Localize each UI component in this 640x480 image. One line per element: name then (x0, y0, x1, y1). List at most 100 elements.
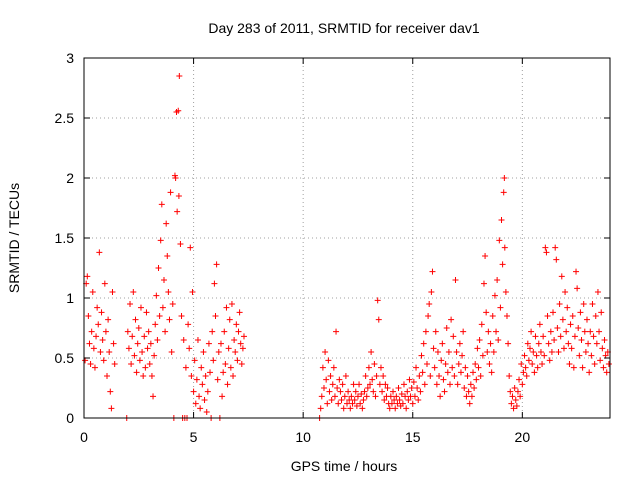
data-point (533, 352, 540, 359)
data-point (395, 385, 402, 391)
data-point (566, 361, 573, 367)
data-point (465, 388, 472, 395)
data-point (338, 397, 345, 403)
data-point (166, 316, 173, 323)
grid (84, 58, 610, 418)
data-point (386, 405, 393, 412)
data-point (539, 361, 546, 367)
data-point (392, 405, 399, 412)
data-point (131, 352, 138, 359)
data-point (438, 357, 445, 364)
data-point (444, 369, 451, 376)
data-point (423, 361, 430, 367)
data-point (214, 376, 221, 383)
data-point (94, 304, 101, 311)
data-point (495, 337, 502, 343)
data-point (445, 349, 452, 355)
data-point (240, 333, 247, 340)
data-point (380, 373, 387, 379)
data-point (490, 349, 497, 355)
data-point (457, 369, 464, 376)
data-point (164, 253, 171, 259)
data-point (565, 340, 572, 347)
data-point (548, 349, 555, 355)
data-point (360, 397, 367, 403)
data-point (529, 361, 536, 367)
data-point (110, 340, 117, 347)
data-point (443, 325, 450, 331)
data-point (371, 361, 378, 367)
data-point (534, 364, 541, 371)
data-point (134, 340, 141, 347)
data-point (524, 340, 531, 347)
data-point (468, 393, 475, 400)
data-point (478, 321, 485, 328)
data-point (432, 328, 439, 335)
y-tick-label: 2 (66, 170, 74, 186)
data-point (461, 385, 468, 391)
data-point (442, 361, 449, 367)
data-point (232, 349, 239, 355)
x-tick-label: 0 (80, 429, 88, 445)
data-point (352, 388, 359, 395)
data-point (411, 393, 418, 400)
data-point (108, 405, 115, 412)
data-point (519, 381, 526, 388)
data-point (88, 328, 95, 335)
data-point (474, 345, 481, 352)
data-point (470, 369, 477, 376)
data-point (387, 393, 394, 400)
data-point (428, 289, 435, 295)
data-point (186, 345, 193, 352)
data-point (544, 313, 551, 319)
data-point (551, 337, 558, 343)
data-point (550, 309, 557, 316)
data-point (322, 349, 329, 355)
data-point (104, 373, 111, 379)
data-point (391, 397, 398, 403)
data-point (143, 309, 150, 316)
data-point (433, 381, 440, 388)
data-point (203, 409, 210, 415)
data-point (163, 220, 170, 227)
data-point (190, 388, 197, 395)
data-point (543, 249, 550, 256)
data-point (482, 253, 489, 259)
data-point (554, 325, 561, 331)
data-point (200, 349, 207, 355)
data-point (488, 369, 495, 376)
data-point (464, 373, 471, 379)
data-point (409, 400, 416, 407)
data-point (394, 400, 401, 407)
data-point (601, 337, 608, 343)
data-point (449, 364, 456, 371)
data-point (365, 364, 372, 371)
data-point (600, 364, 607, 371)
data-point (84, 273, 91, 280)
data-point (95, 321, 102, 328)
data-point (93, 333, 100, 340)
data-point (364, 385, 371, 391)
data-point (109, 289, 116, 295)
data-point (569, 313, 576, 319)
data-point (393, 393, 400, 400)
data-point (414, 385, 421, 391)
data-point (150, 393, 157, 400)
data-point (596, 328, 603, 335)
data-point (331, 393, 338, 400)
data-point (528, 328, 535, 335)
data-point (209, 328, 216, 335)
data-point (176, 73, 183, 79)
data-point (450, 333, 457, 340)
data-point (347, 405, 354, 412)
data-point (341, 393, 348, 400)
data-point (558, 273, 565, 280)
data-point (575, 325, 582, 331)
data-point (505, 340, 512, 347)
data-point (498, 217, 505, 223)
data-point (133, 369, 140, 376)
data-point (98, 309, 105, 316)
data-point (169, 301, 176, 307)
data-point (217, 340, 224, 347)
data-point (496, 237, 503, 244)
